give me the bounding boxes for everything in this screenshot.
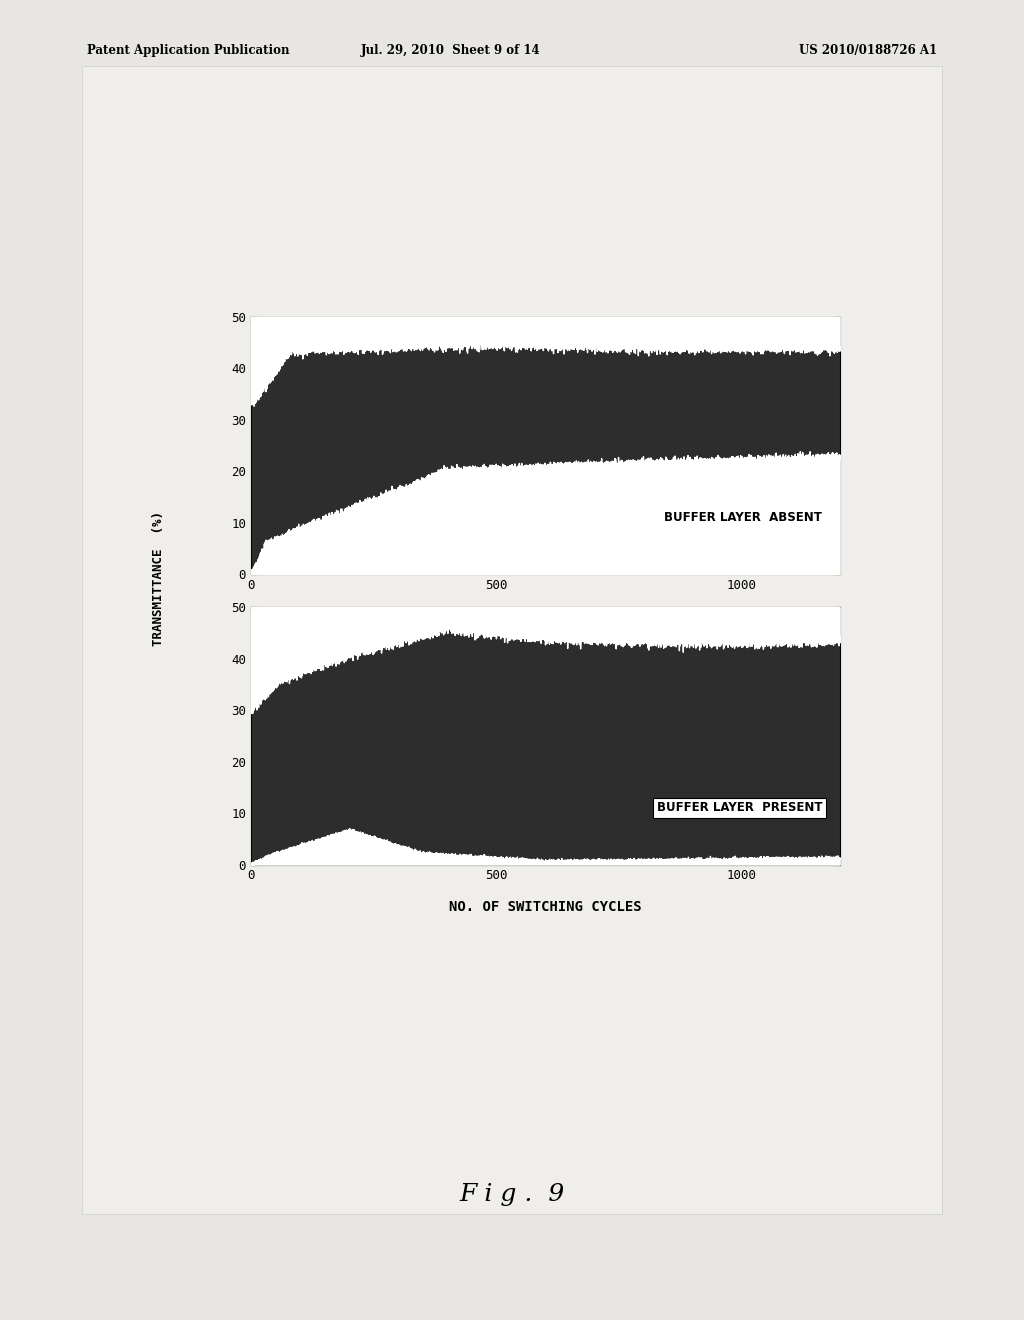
Text: F i g .  9: F i g . 9 <box>460 1183 564 1206</box>
Text: TRANSMITTANCE  (%): TRANSMITTANCE (%) <box>153 511 165 645</box>
Text: Patent Application Publication: Patent Application Publication <box>87 44 290 57</box>
Text: Jul. 29, 2010  Sheet 9 of 14: Jul. 29, 2010 Sheet 9 of 14 <box>360 44 541 57</box>
Text: BUFFER LAYER  ABSENT: BUFFER LAYER ABSENT <box>665 511 822 524</box>
Text: NO. OF SWITCHING CYCLES: NO. OF SWITCHING CYCLES <box>450 900 642 915</box>
Text: BUFFER LAYER  PRESENT: BUFFER LAYER PRESENT <box>656 801 822 814</box>
Text: US 2010/0188726 A1: US 2010/0188726 A1 <box>799 44 937 57</box>
